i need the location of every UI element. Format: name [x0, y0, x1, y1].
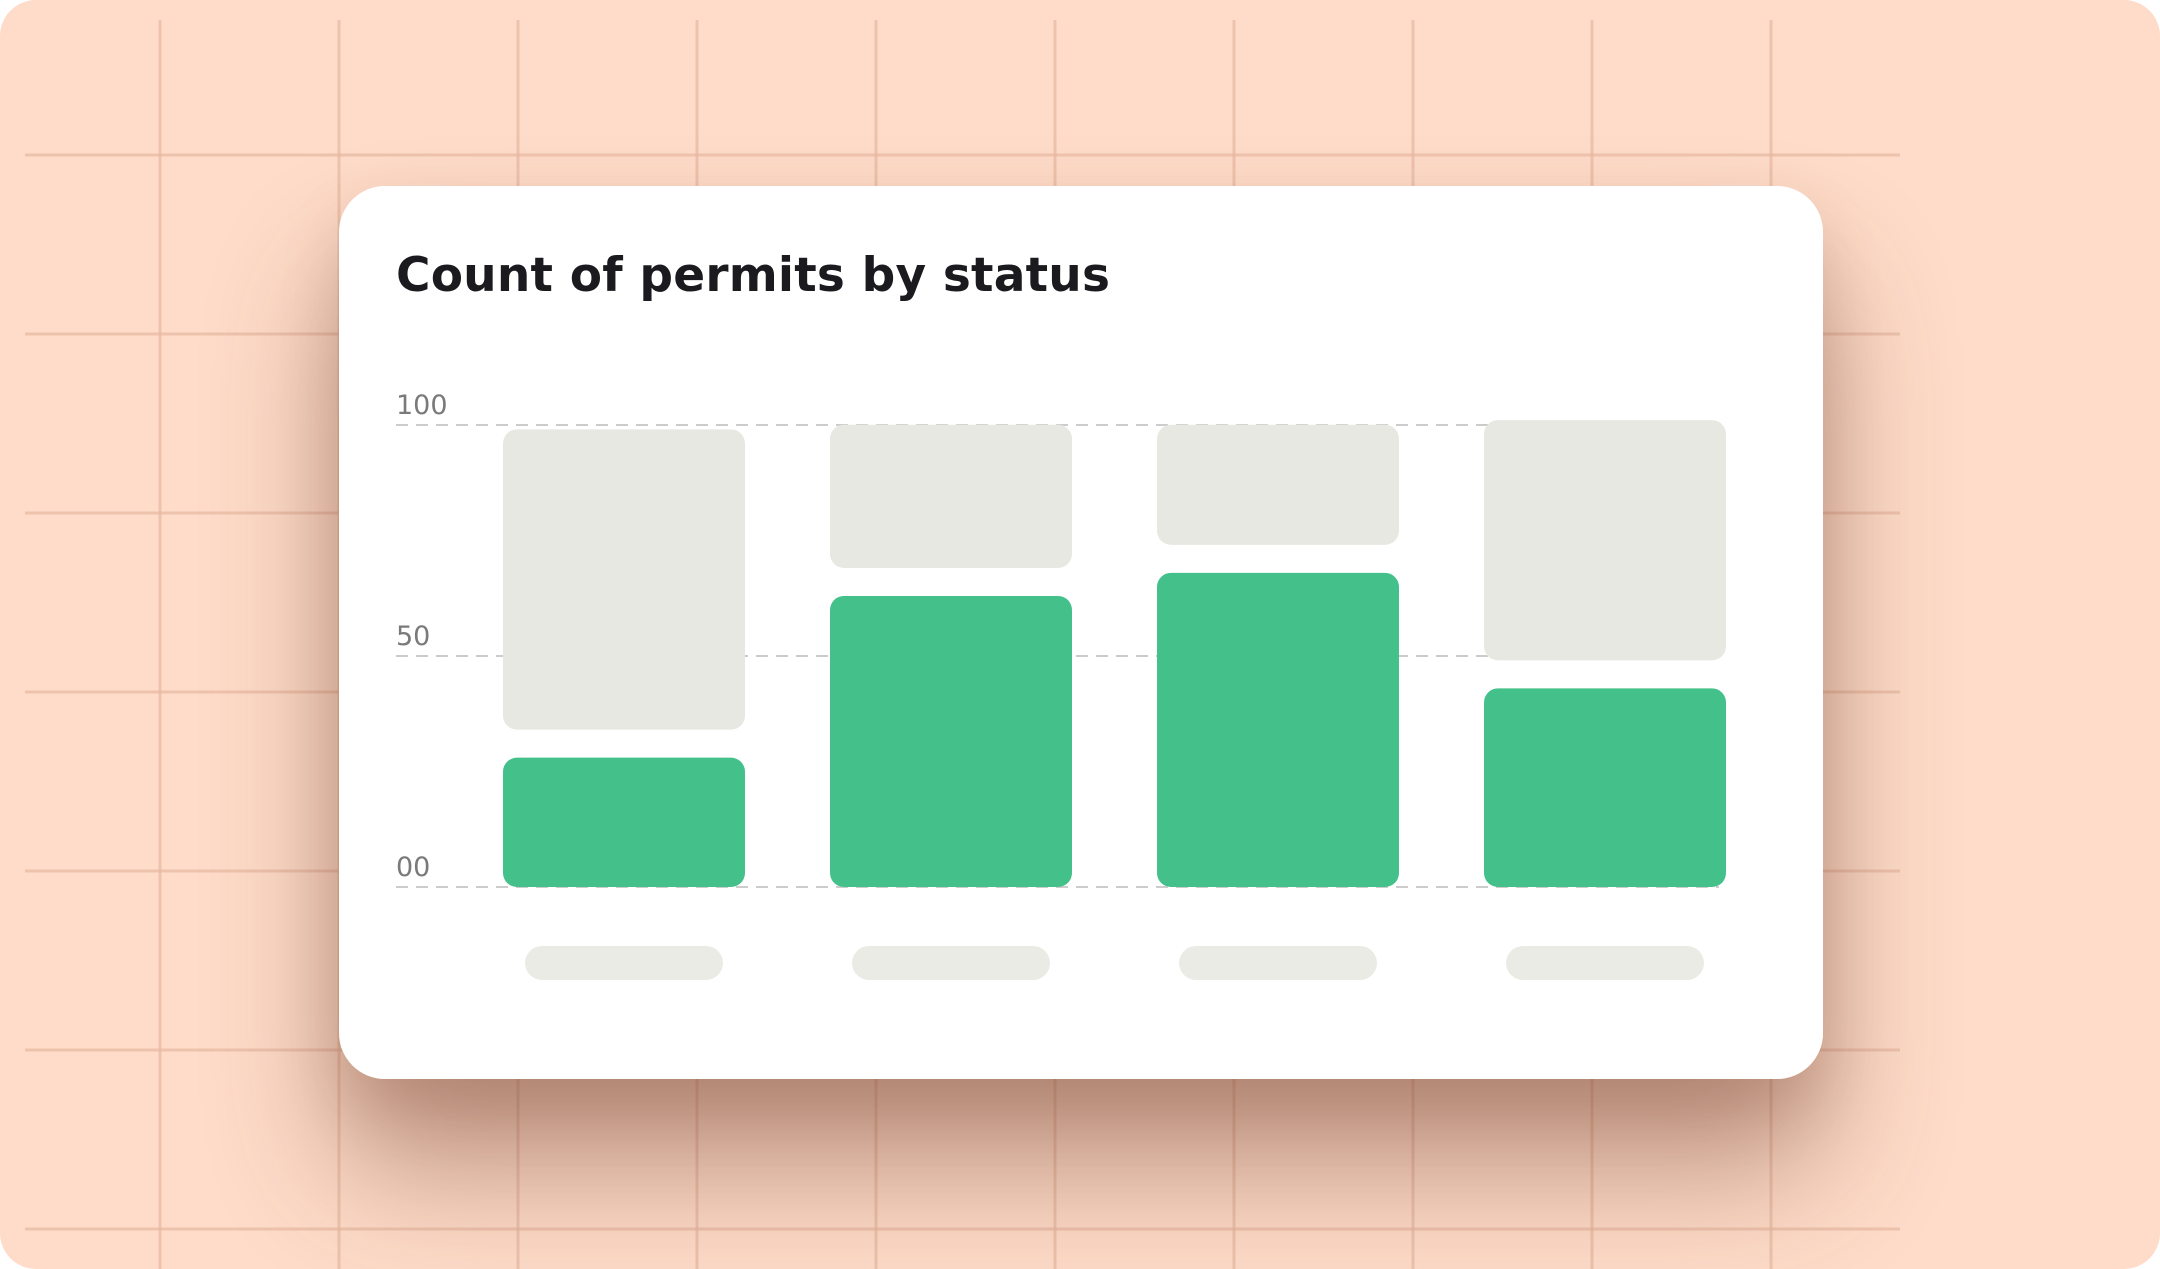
bar-value: [830, 595, 1072, 887]
bar-value: [503, 757, 745, 887]
y-tick-label: 50: [396, 621, 430, 652]
bar-value: [1157, 572, 1399, 887]
bar-remaining: [503, 429, 745, 730]
y-tick-label: 00: [396, 852, 430, 883]
x-label-placeholder: [1179, 946, 1377, 980]
y-tick-label: 100: [396, 390, 448, 421]
bar-remaining: [1484, 420, 1726, 661]
bar-chart: 100 50 00: [396, 390, 1726, 980]
bar-remaining: [830, 424, 1072, 568]
bar-value: [1484, 688, 1726, 887]
x-label-placeholder: [525, 946, 723, 980]
x-label-placeholder: [852, 946, 1050, 980]
x-label-placeholder: [1506, 946, 1704, 980]
chart-card: Count of permits by status 100 50 00: [339, 186, 1823, 1079]
bar-remaining: [1157, 424, 1399, 545]
chart-title: Count of permits by status: [396, 248, 1111, 303]
